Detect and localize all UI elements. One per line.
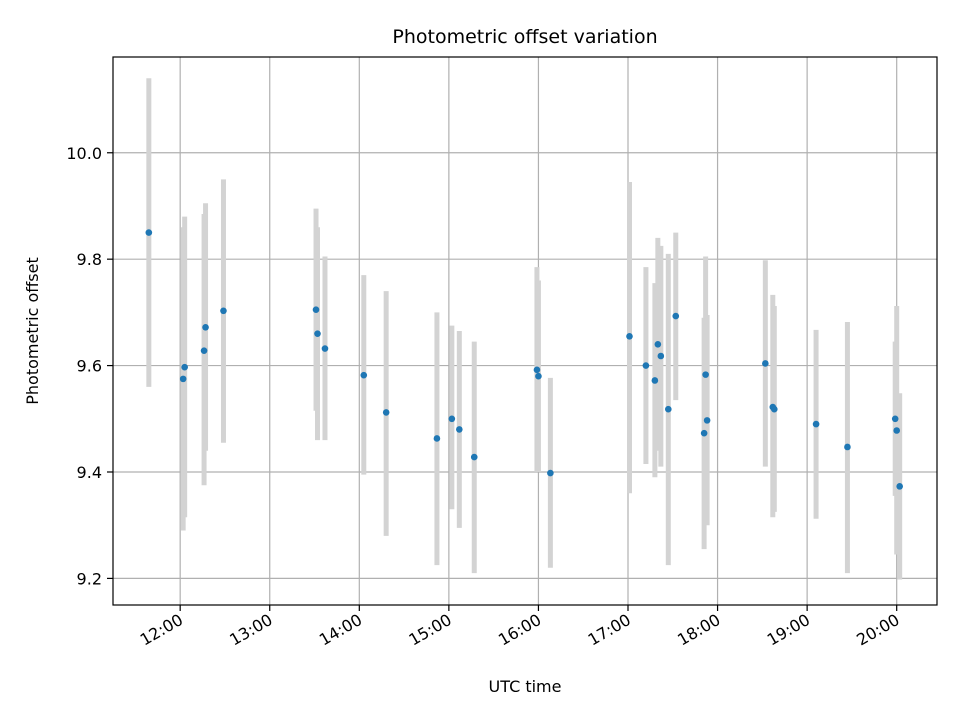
data-point [321,345,329,352]
y-tick-label: 10.0 [66,144,102,163]
data-point [181,363,188,371]
data-point [448,415,456,423]
data-point [812,420,820,428]
data-point [702,371,709,378]
data-point [844,443,851,451]
y-tick-label: 9.2 [77,569,102,588]
data-point [896,483,903,490]
data-point [672,312,680,320]
data-point [762,360,769,367]
data-point [654,341,662,348]
data-point [456,426,463,433]
data-point [626,333,633,340]
data-point [891,415,899,423]
data-point [470,453,478,461]
data-point [312,306,320,314]
data-point [657,352,665,360]
data-point [665,405,672,413]
data-point [382,409,390,416]
y-tick-label: 9.8 [77,250,102,269]
data-point [535,372,542,380]
x-axis-title: UTC time [489,677,562,696]
data-point [202,323,209,331]
data-point [770,405,778,413]
data-point [533,366,541,374]
y-tick-label: 9.6 [77,357,102,376]
data-point [700,429,708,437]
data-point [433,435,441,442]
marker-layer [145,229,903,490]
data-point [642,362,650,369]
chart-title: Photometric offset variation [392,26,657,48]
data-point [360,371,368,379]
data-point [145,229,153,236]
y-axis-title: Photometric offset [23,257,42,405]
data-point [179,375,187,383]
data-point [703,417,711,424]
plot-frame [112,56,938,606]
data-point [547,469,554,477]
data-point [314,330,321,337]
data-point [200,347,208,354]
data-point [893,427,900,434]
grid-layer [113,57,937,605]
y-tick-label: 9.4 [77,463,102,482]
data-point [651,377,659,384]
data-point [220,307,227,315]
